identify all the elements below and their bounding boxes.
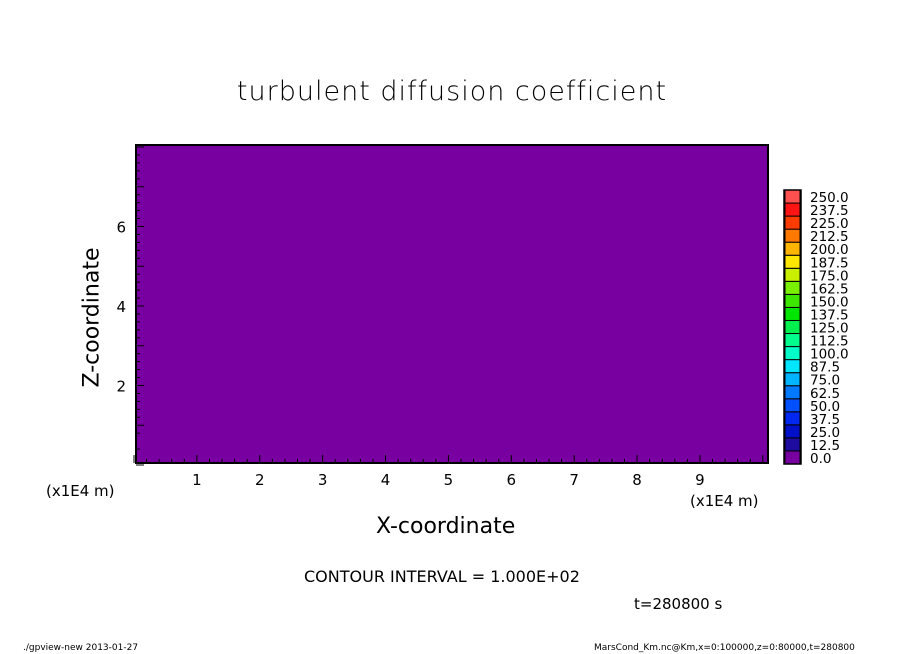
colorbar-label: 237.5 [810,203,849,219]
colorbar-swatch [784,215,801,230]
x-tick-label: 3 [318,471,328,489]
colorbar-frame [783,189,802,465]
colorbar-swatch [784,437,801,452]
x-tick-label: 6 [507,471,517,489]
colorbar-swatch [784,450,801,465]
colorbar-label: 12.5 [810,438,840,454]
field-background [136,145,768,463]
plot-frame [135,144,769,464]
colorbar-label: 137.5 [810,307,849,323]
colorbar-label: 162.5 [810,281,849,297]
colorbar-swatch [784,346,801,361]
x-tick-label: 1 [192,471,202,489]
colorbar-label: 187.5 [810,255,849,271]
contour-interval: CONTOUR INTERVAL = 1.000E+02 [304,567,580,586]
colorbar-swatch [784,372,801,387]
colorbar-swatch [784,280,801,295]
colorbar-swatch [784,241,801,256]
colorbar-swatch [784,267,801,282]
colorbar-swatch [784,359,801,374]
footer-left: ./gpview-new 2013-01-27 [23,643,139,653]
colorbar-label: 25.0 [810,425,840,441]
colorbar-swatch [784,424,801,439]
colorbar-swatch [784,333,801,348]
colorbar-swatch [784,306,801,321]
chart-title: turbulent diffusion coefficient [236,76,668,107]
colorbar-label: 100.0 [810,347,849,363]
x-tick-label: 4 [381,471,391,489]
colorbar-swatch [784,385,801,400]
colorbar-swatch [784,189,801,204]
x-tick-label: 7 [569,471,579,489]
x-tick-label: 9 [695,471,705,489]
colorbar-label: 225.0 [810,216,849,232]
x-tick-label: 2 [255,471,265,489]
x-tick-label: 5 [444,471,454,489]
y-tick-label: 4 [116,298,126,316]
colorbar-label: 62.5 [810,386,840,402]
colorbar-label: 150.0 [810,294,849,310]
colorbar-swatch [784,202,801,217]
x-axis-label: X-coordinate [376,514,516,539]
colorbar-swatch [784,398,801,413]
colorbar-swatch [784,254,801,269]
colorbar-label: 50.0 [810,399,840,415]
x-unit-label-left: (x1E4 m) [46,482,115,500]
colorbar-swatch [784,411,801,426]
colorbar-label: 212.5 [810,229,849,245]
x-unit-label-right: (x1E4 m) [690,492,759,510]
colorbar-label: 0.0 [810,451,831,467]
colorbar-label: 175.0 [810,268,849,284]
colorbar-label: 112.5 [810,334,849,350]
colorbar-label: 125.0 [810,321,849,337]
y-tick-label: 2 [116,378,126,396]
time-label: t=280800 s [634,595,723,613]
colorbar-swatch [784,228,801,243]
colorbar-label: 200.0 [810,242,849,258]
y-tick-label: 6 [116,219,126,237]
footer-right: MarsCond_Km.nc@Km,x=0:100000,z=0:80000,t… [594,643,855,653]
colorbar-label: 37.5 [810,412,840,428]
colorbar-label: 250.0 [810,190,849,206]
colorbar-swatch [784,319,801,335]
x-tick-label: 8 [632,471,642,489]
colorbar-swatch [784,293,801,308]
colorbar-label: 87.5 [810,360,840,376]
colorbar-label: 75.0 [810,373,840,389]
